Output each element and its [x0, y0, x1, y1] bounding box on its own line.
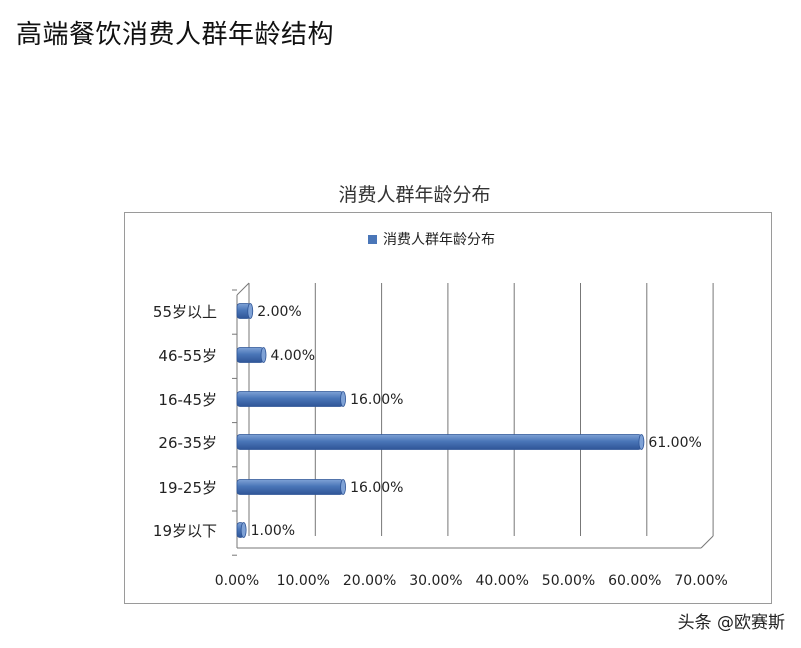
- legend-swatch: [368, 234, 377, 244]
- category-label: 16-45岁: [158, 391, 217, 409]
- bar-cap: [247, 303, 254, 319]
- legend: 消费人群年龄分布: [368, 229, 495, 249]
- bar: [236, 347, 264, 363]
- x-tick-label: 30.00%: [409, 573, 462, 589]
- x-tick-label: 20.00%: [343, 573, 396, 589]
- data-label: 2.00%: [257, 304, 301, 320]
- bar: [236, 434, 642, 450]
- chart-title: 消费人群年龄分布: [338, 184, 491, 206]
- x-tick-label: 60.00%: [608, 573, 661, 589]
- bar-cap: [340, 479, 346, 495]
- category-label: 55岁以上: [153, 303, 217, 321]
- data-label: 1.00%: [251, 523, 295, 539]
- data-label: 16.00%: [350, 392, 403, 408]
- legend-label: 消费人群年龄分布: [383, 232, 495, 248]
- bar: [236, 479, 344, 495]
- x-tick-label: 10.00%: [277, 573, 330, 589]
- bar-cap: [240, 522, 247, 538]
- category-label: 26-35岁: [158, 434, 217, 452]
- watermark: 头条 @欧赛斯: [677, 613, 785, 633]
- page-title: 高端餐饮消费人群年龄结构: [16, 20, 335, 50]
- x-tick-label: 40.00%: [476, 573, 529, 589]
- category-label: 19岁以下: [153, 522, 217, 540]
- category-label: 19-25岁: [158, 479, 217, 497]
- bar-cap: [340, 391, 346, 407]
- bar-cap: [260, 347, 267, 363]
- x-tick-label: 0.00%: [215, 573, 259, 589]
- bar: [236, 391, 344, 407]
- data-label: 4.00%: [271, 348, 315, 364]
- axis-line: [700, 535, 714, 549]
- x-tick-label: 50.00%: [542, 573, 595, 589]
- data-label: 16.00%: [350, 480, 403, 496]
- data-label: 61.00%: [648, 435, 701, 451]
- category-label: 46-55岁: [158, 347, 217, 365]
- axis-line: [236, 282, 250, 296]
- x-tick-label: 70.00%: [674, 573, 727, 589]
- bar-cap: [638, 434, 645, 450]
